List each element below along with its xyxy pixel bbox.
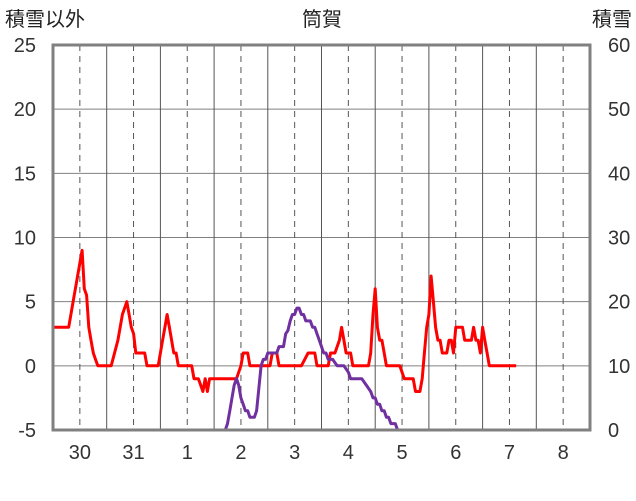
x-tick-label: 5 [396, 442, 407, 464]
x-tick-label: 8 [558, 442, 569, 464]
x-tick-label: 4 [343, 442, 354, 464]
x-tick-label: 6 [450, 442, 461, 464]
series-line-snow-depth [53, 306, 590, 432]
right-tick-label: 60 [608, 35, 630, 57]
left-axis-label: 積雪以外 [5, 7, 85, 31]
left-tick-label: -5 [18, 420, 36, 442]
series-line-other [53, 248, 517, 393]
right-tick-label: 0 [608, 420, 619, 442]
x-tick-label: 31 [122, 442, 144, 464]
x-tick-label: 3 [289, 442, 300, 464]
right-tick-label: 10 [608, 356, 630, 378]
left-tick-label: 15 [14, 163, 36, 185]
left-tick-label: 25 [14, 35, 36, 57]
x-tick-label: 30 [69, 442, 91, 464]
x-tick-label: 1 [182, 442, 193, 464]
right-axis-ticks: 0 10 20 30 40 50 60 [608, 35, 630, 442]
chart-title: 筒賀 [302, 7, 342, 31]
right-tick-label: 40 [608, 163, 630, 185]
x-axis-ticks: 30 31 1 2 3 4 5 6 7 8 [69, 442, 569, 464]
series [53, 248, 590, 432]
grid [53, 44, 590, 431]
right-tick-label: 50 [608, 99, 630, 121]
left-tick-label: 5 [25, 292, 36, 314]
right-axis-label: 積雪 [592, 7, 632, 31]
x-tick-label: 2 [235, 442, 246, 464]
left-tick-label: 0 [25, 356, 36, 378]
left-tick-label: 20 [14, 99, 36, 121]
plot-frame [51, 43, 592, 432]
right-tick-label: 30 [608, 228, 630, 250]
left-axis-ticks: -5 0 5 10 15 20 25 [14, 35, 36, 442]
x-tick-label: 7 [504, 442, 515, 464]
left-tick-label: 10 [14, 228, 36, 250]
right-tick-label: 20 [608, 292, 630, 314]
